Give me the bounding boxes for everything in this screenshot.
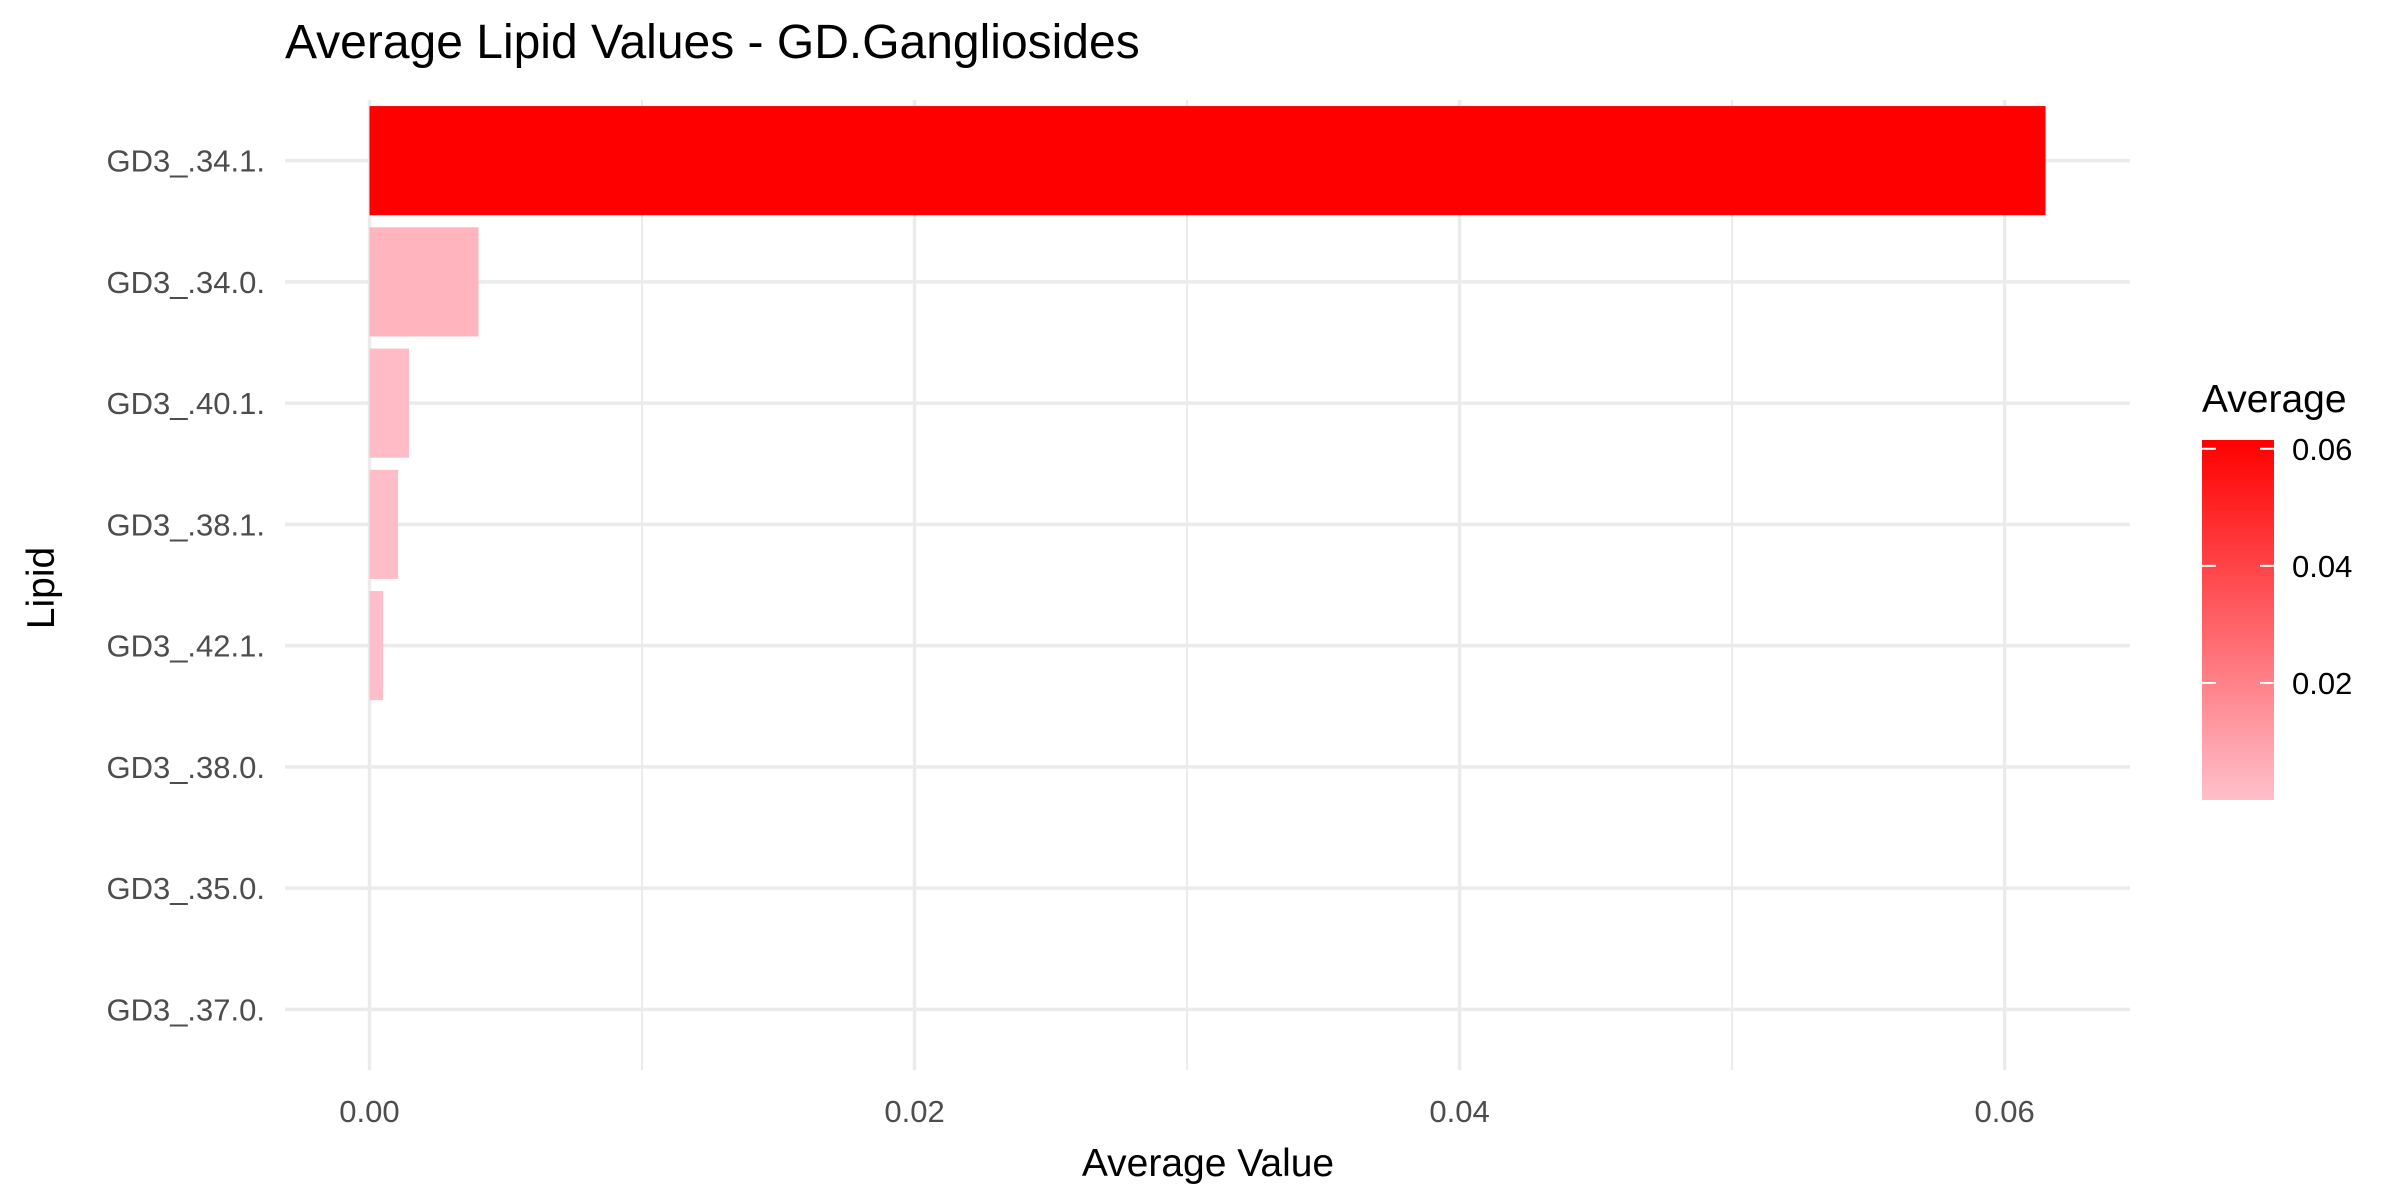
bar-GD3_.34.1.: [369, 106, 2046, 216]
bar-GD3_.42.1.: [369, 591, 384, 701]
x-tick-label: 0.04: [1429, 1094, 1489, 1129]
x-tick-label: 0.06: [1974, 1094, 2034, 1129]
x-tick-label: 0.00: [339, 1094, 399, 1129]
y-tick-label: GD3_.34.0.: [106, 265, 265, 300]
y-tick-label: GD3_.42.1.: [106, 629, 265, 664]
y-tick-label: GD3_.38.1.: [106, 507, 265, 542]
legend-tick-label: 0.06: [2292, 432, 2352, 467]
y-tick-label: GD3_.40.1.: [106, 386, 265, 421]
gridlines: [285, 100, 2130, 1070]
legend-title: Average: [2202, 378, 2347, 421]
bar-GD3_.34.0.: [369, 227, 479, 337]
y-axis-title: Lipid: [20, 547, 63, 629]
x-tick-labels: 0.00 0.02 0.04 0.06: [339, 1094, 2034, 1129]
y-tick-label: GD3_.37.0.: [106, 992, 265, 1027]
y-tick-labels: GD3_.34.1. GD3_.34.0. GD3_.40.1. GD3_.38.1.…: [106, 144, 265, 1028]
y-tick-label: GD3_.34.1.: [106, 144, 265, 179]
legend-colorbar: [2202, 440, 2274, 800]
bar-GD3_.40.1.: [369, 348, 409, 458]
bar-GD3_.38.1.: [369, 469, 399, 579]
legend-tick-label: 0.02: [2292, 666, 2352, 701]
y-tick-label: GD3_.38.0.: [106, 750, 265, 785]
bars: [369, 106, 2046, 701]
x-tick-label: 0.02: [884, 1094, 944, 1129]
color-legend: Average 0.02 0.04 0.06: [2202, 378, 2352, 800]
y-tick-label: GD3_.35.0.: [106, 871, 265, 906]
x-axis-title: Average Value: [1082, 1142, 1334, 1185]
legend-tick-label: 0.04: [2292, 549, 2352, 584]
chart-title: Average Lipid Values - GD.Gangliosides: [285, 16, 1140, 69]
